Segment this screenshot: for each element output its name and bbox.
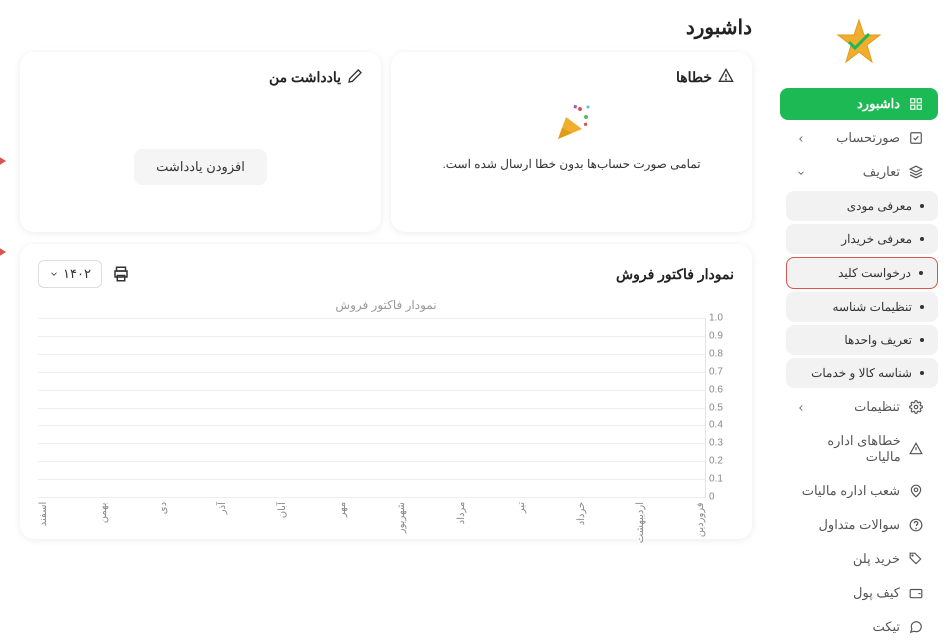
x-tick: اردیبهشت: [635, 502, 646, 543]
sidebar-item-6[interactable]: سوالات متداول: [780, 509, 938, 541]
y-tick: 0: [709, 492, 733, 503]
gear-icon: [908, 399, 924, 415]
y-tick: 0.9: [709, 330, 733, 341]
errors-card: خطاها تمامی صورت حساب‌ها بدون خطا ارسال …: [391, 52, 752, 232]
sidebar-item-7[interactable]: خرید پلن: [780, 543, 938, 575]
sidebar-subitem-2-2[interactable]: درخواست کلید: [786, 257, 938, 289]
sidebar-item-8[interactable]: کیف پول: [780, 577, 938, 609]
chart-grid: 1.00.90.80.70.60.50.40.30.20.10: [38, 318, 706, 498]
pencil-icon: [347, 68, 363, 87]
layers-icon: [908, 164, 924, 180]
notes-card: یادداشت من افزودن یادداشت: [20, 52, 381, 232]
sidebar-subitem-label: درخواست کلید: [838, 266, 911, 280]
warning-icon: [718, 68, 734, 87]
y-tick: 0.5: [709, 402, 733, 413]
page-title: داشبورد: [20, 15, 752, 40]
grid-icon: [908, 96, 924, 112]
warning-icon: [909, 441, 924, 457]
chevron-left-icon: [794, 132, 806, 144]
location-icon: [908, 483, 924, 499]
y-tick: 0.6: [709, 384, 733, 395]
errors-message: تمامی صورت حساب‌ها بدون خطا ارسال شده اس…: [409, 157, 734, 171]
year-value: ۱۴۰۲: [63, 266, 91, 282]
sidebar-item-label: خطاهای اداره مالیات: [794, 433, 901, 465]
wallet-icon: [908, 585, 924, 601]
sidebar-subitem-2-3[interactable]: تنظیمات شناسه: [786, 292, 938, 322]
print-icon[interactable]: [112, 265, 130, 283]
sidebar-item-9[interactable]: تیکت: [780, 611, 938, 643]
y-tick: 0.3: [709, 438, 733, 449]
sidebar: داشبورد صورتحساب تعاریف معرفی مودی معرفی خری…: [772, 0, 946, 586]
chart-subtitle: نمودار فاکتور فروش: [38, 298, 734, 312]
main-content: داشبورد خطاها تمامی صورت حساب‌ها بدون خط…: [0, 0, 772, 586]
sidebar-item-2[interactable]: تعاریف: [780, 156, 938, 188]
sidebar-item-4[interactable]: خطاهای اداره مالیات: [780, 425, 938, 473]
sidebar-item-label: تنظیمات: [854, 399, 900, 415]
sidebar-subitem-2-4[interactable]: تعریف واحدها: [786, 325, 938, 355]
sidebar-subitem-2-0[interactable]: معرفی مودی: [786, 191, 938, 221]
y-tick: 1.0: [709, 313, 733, 324]
sidebar-item-label: تیکت: [873, 619, 901, 635]
sidebar-subitem-2-5[interactable]: شناسه کالا و خدمات: [786, 358, 938, 388]
x-tick: خرداد: [576, 502, 587, 543]
sidebar-item-label: تعاریف: [863, 164, 900, 180]
sidebar-subitem-label: معرفی خریدار: [841, 232, 912, 246]
sidebar-subitem-2-1[interactable]: معرفی خریدار: [786, 224, 938, 254]
help-icon: [908, 517, 924, 533]
sidebar-item-1[interactable]: صورتحساب: [780, 122, 938, 154]
sidebar-item-label: سوالات متداول: [818, 517, 900, 533]
x-tick: فروردین: [695, 502, 706, 543]
chart-title: نمودار فاکتور فروش: [616, 266, 734, 283]
sidebar-item-label: خرید پلن: [853, 551, 900, 567]
chevron-down-icon: [794, 166, 806, 178]
sidebar-subitem-label: تنظیمات شناسه: [833, 300, 912, 314]
x-tick: دی: [158, 502, 169, 543]
x-tick: آبان: [277, 502, 288, 543]
y-tick: 0.7: [709, 366, 733, 377]
sidebar-item-label: شعب اداره مالیات: [802, 483, 900, 499]
logo: [772, 8, 946, 86]
chevron-left-icon: [794, 401, 806, 413]
party-icon: [548, 99, 596, 147]
chart-card: نمودار فاکتور فروش ۱۴۰۲ نمودار فاکتور فر…: [20, 244, 752, 539]
tag-icon: [908, 551, 924, 567]
x-tick: مهر: [337, 502, 348, 543]
x-tick: مرداد: [456, 502, 467, 543]
sidebar-item-label: صورتحساب: [836, 130, 900, 146]
sidebar-subitem-label: شناسه کالا و خدمات: [811, 366, 912, 380]
sidebar-item-label: داشبورد: [857, 96, 900, 112]
sidebar-item-5[interactable]: شعب اداره مالیات: [780, 475, 938, 507]
sidebar-subitem-label: تعریف واحدها: [844, 333, 912, 347]
chevron-down-icon: [49, 269, 59, 279]
x-tick: اسفند: [38, 502, 49, 543]
sidebar-item-3[interactable]: تنظیمات: [780, 391, 938, 423]
annotation-1: 1: [0, 152, 6, 170]
add-note-button[interactable]: افزودن یادداشت: [134, 149, 267, 185]
x-axis: فروردین اردیبهشت خرداد تیر مرداد شهریور مهر آبا…: [38, 502, 706, 543]
annotation-2: 2: [0, 243, 6, 261]
y-tick: 0.1: [709, 474, 733, 485]
sidebar-subitem-label: معرفی مودی: [847, 199, 912, 213]
x-tick: شهریور: [396, 502, 407, 543]
errors-title: خطاها: [676, 69, 712, 86]
x-tick: بهمن: [98, 502, 109, 543]
sidebar-item-0[interactable]: داشبورد: [780, 88, 938, 120]
y-tick: 0.8: [709, 348, 733, 359]
x-tick: آذر: [217, 502, 228, 543]
sidebar-item-label: کیف پول: [853, 585, 900, 601]
chat-icon: [908, 619, 924, 635]
check-square-icon: [908, 130, 924, 146]
notes-title: یادداشت من: [269, 69, 341, 86]
x-tick: تیر: [516, 502, 527, 543]
y-tick: 0.4: [709, 420, 733, 431]
y-tick: 0.2: [709, 456, 733, 467]
year-select[interactable]: ۱۴۰۲: [38, 260, 102, 288]
